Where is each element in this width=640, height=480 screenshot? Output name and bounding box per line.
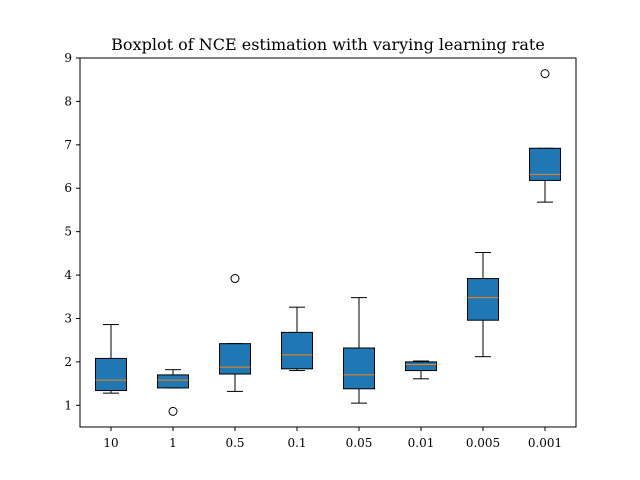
box-iqr <box>467 278 499 321</box>
y-tick-label: 1 <box>64 398 72 412</box>
box-iqr <box>95 357 127 392</box>
box-iqr <box>405 361 437 372</box>
y-tick-label: 7 <box>64 138 72 152</box>
y-tick-label: 3 <box>64 311 72 325</box>
outlier-point <box>230 274 240 284</box>
box-iqr <box>529 147 561 181</box>
y-tick-label: 5 <box>64 225 72 239</box>
x-tick-label: 1 <box>169 436 177 450</box>
y-tick-label: 6 <box>64 181 72 195</box>
box-iqr <box>281 331 313 370</box>
outlier-point <box>168 406 178 416</box>
plot-area: 1 2 3 4 5 6 7 8 9 10 1 0.5 0.1 0.05 0.01 0.005 0.001 <box>64 51 577 450</box>
x-tick-label: 0.1 <box>287 436 306 450</box>
outlier-point <box>540 69 550 79</box>
y-tick-label: 4 <box>64 268 72 282</box>
x-tick-label: 0.01 <box>408 436 435 450</box>
x-tick-label: 0.001 <box>528 436 562 450</box>
y-tick-label: 2 <box>64 355 72 369</box>
box-iqr <box>343 347 375 390</box>
box-iqr <box>157 374 189 389</box>
y-tick-label: 9 <box>64 51 72 65</box>
y-tick-label: 8 <box>64 94 72 108</box>
x-tick-label: 0.005 <box>466 436 500 450</box>
box-iqr <box>219 343 251 375</box>
chart-title: Boxplot of NCE estimation with varying l… <box>111 35 545 54</box>
x-tick-label: 0.5 <box>225 436 244 450</box>
axes-frame <box>79 57 577 428</box>
x-tick-label: 0.05 <box>346 436 373 450</box>
x-tick-label: 10 <box>103 436 118 450</box>
